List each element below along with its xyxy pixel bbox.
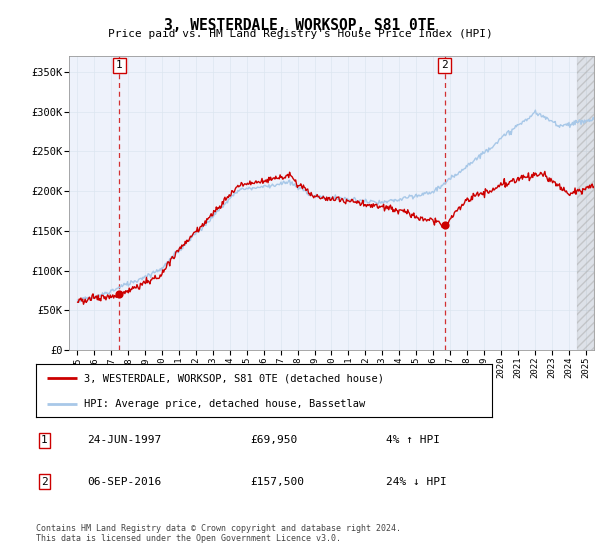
Bar bbox=[577, 56, 594, 350]
Bar bbox=[577, 56, 594, 350]
Point bbox=[115, 290, 124, 299]
Text: 2: 2 bbox=[441, 60, 448, 71]
Point bbox=[440, 221, 449, 230]
Text: 4% ↑ HPI: 4% ↑ HPI bbox=[386, 435, 440, 445]
Text: £69,950: £69,950 bbox=[250, 435, 298, 445]
Text: Price paid vs. HM Land Registry's House Price Index (HPI): Price paid vs. HM Land Registry's House … bbox=[107, 29, 493, 39]
Text: 2: 2 bbox=[41, 477, 48, 487]
Text: 3, WESTERDALE, WORKSOP, S81 0TE (detached house): 3, WESTERDALE, WORKSOP, S81 0TE (detache… bbox=[84, 374, 384, 384]
Text: 24-JUN-1997: 24-JUN-1997 bbox=[87, 435, 161, 445]
Text: 1: 1 bbox=[41, 435, 48, 445]
Text: 06-SEP-2016: 06-SEP-2016 bbox=[87, 477, 161, 487]
Text: Contains HM Land Registry data © Crown copyright and database right 2024.
This d: Contains HM Land Registry data © Crown c… bbox=[36, 524, 401, 543]
Text: HPI: Average price, detached house, Bassetlaw: HPI: Average price, detached house, Bass… bbox=[84, 399, 365, 409]
Text: £157,500: £157,500 bbox=[250, 477, 304, 487]
Text: 24% ↓ HPI: 24% ↓ HPI bbox=[386, 477, 446, 487]
Text: 3, WESTERDALE, WORKSOP, S81 0TE: 3, WESTERDALE, WORKSOP, S81 0TE bbox=[164, 18, 436, 33]
Text: 1: 1 bbox=[116, 60, 123, 71]
